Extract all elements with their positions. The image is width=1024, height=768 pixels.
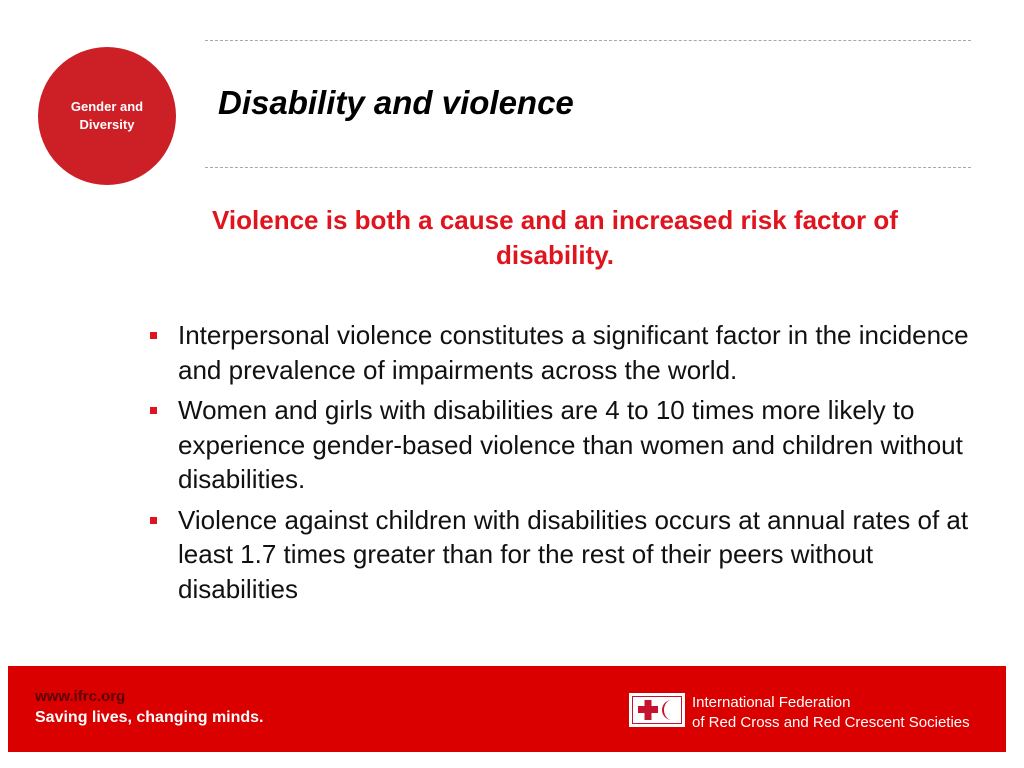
org-line1: International Federation <box>692 694 851 711</box>
bullet-icon <box>150 516 157 524</box>
bottom-divider <box>205 167 971 168</box>
slogan: Saving lives, changing minds. <box>35 709 264 726</box>
red-cross-red-crescent-logo-icon <box>629 693 685 727</box>
bullet-icon <box>150 332 157 339</box>
list-item: Interpersonal violence constitutes a sig… <box>150 318 970 387</box>
badge-line1: Gender and <box>70 99 144 114</box>
list-item: Women and girls with disabilities are 4 … <box>150 393 970 497</box>
bullet-list: Interpersonal violence constitutes a sig… <box>150 318 970 612</box>
list-item: Violence against children with disabilit… <box>150 503 970 607</box>
slide-title: Disability and violence <box>218 84 574 121</box>
bullet-text: Women and girls with disabilities are 4 … <box>178 395 963 494</box>
org-line2: of Red Cross and Red Crescent Societies <box>692 714 970 731</box>
footer: www.ifrc.org Saving lives, changing mind… <box>8 666 1006 752</box>
bullet-text: Interpersonal violence constitutes a sig… <box>178 320 969 385</box>
top-divider <box>205 40 971 41</box>
section-badge: Gender and Diversity <box>38 47 176 185</box>
slide-subtitle: Violence is both a cause and an increase… <box>212 205 898 270</box>
website-link[interactable]: www.ifrc.org <box>35 688 126 705</box>
organization-name: International Federation of Red Cross an… <box>692 693 970 733</box>
badge-line2: Diversity <box>79 117 135 132</box>
bullet-text: Violence against children with disabilit… <box>178 504 969 604</box>
bullet-icon <box>150 407 157 414</box>
